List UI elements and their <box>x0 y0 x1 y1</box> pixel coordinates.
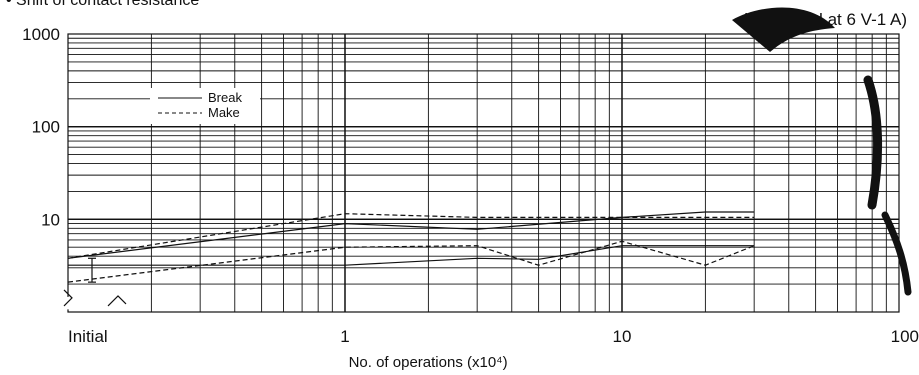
make-min-line <box>67 240 755 283</box>
break-max-line <box>67 211 755 259</box>
y-tick-label: 1000 <box>22 25 60 44</box>
legend-make-label: Make <box>208 105 240 120</box>
x-tick-label: 10 <box>613 327 632 346</box>
legend-box <box>150 88 260 124</box>
axis-break-zigzag-bottom <box>107 295 127 307</box>
x-tick-labels: Initial 1 10 100 <box>68 327 919 346</box>
legend: Break Make <box>150 88 260 124</box>
x-axis-label: No. of operations (x10⁴) <box>349 354 508 371</box>
axis-break-gap <box>62 296 122 310</box>
break-min-line <box>68 245 755 266</box>
legend-break-label: Break <box>208 90 242 105</box>
plot-frame <box>67 33 900 313</box>
y-axis-break-mark <box>62 289 127 310</box>
x-tick-label: Initial <box>68 327 108 346</box>
axis-break-zigzag-left <box>63 289 73 307</box>
x-tick-label: 100 <box>891 327 919 346</box>
make-max-line <box>67 213 755 259</box>
x-tick-label: 1 <box>340 327 349 346</box>
y-tick-label: 100 <box>32 118 60 137</box>
y-tick-label: 10 <box>41 210 60 229</box>
series-layer <box>67 211 755 283</box>
chart-title: • Shift of contact resistance <box>6 0 200 9</box>
major-grid <box>68 34 899 312</box>
y-tick-labels: 10 100 1000 <box>22 25 60 229</box>
minor-grid <box>68 34 899 312</box>
